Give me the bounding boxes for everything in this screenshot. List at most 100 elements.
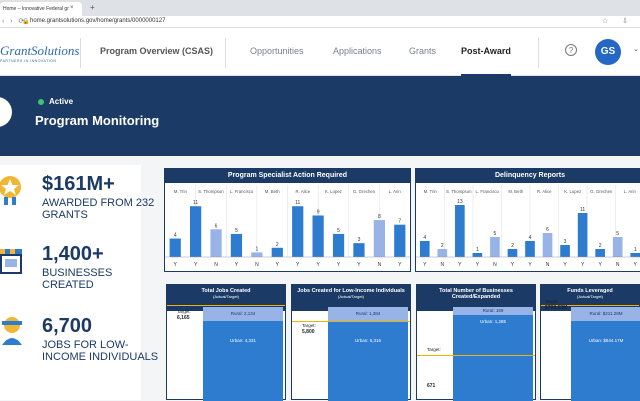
nav-grants[interactable]: Grants — [409, 46, 437, 56]
browser-nav-icons[interactable]: ‹ › ⟳ — [2, 18, 27, 25]
category-label: L. Arin — [624, 189, 637, 194]
flag-label: Y — [398, 262, 402, 268]
status-dot-icon — [38, 99, 44, 105]
flag-label: Y — [598, 262, 602, 268]
flag-label: Y — [634, 262, 638, 268]
bar[interactable] — [612, 237, 623, 257]
bar[interactable] — [507, 249, 518, 257]
divider — [80, 38, 81, 68]
chart-delinquency: Delinquency Reports M. Trin S. Thompson L.… — [415, 168, 640, 272]
category-label: M. Beth — [265, 189, 280, 194]
bar-value-label: 3 — [358, 237, 361, 243]
mini-subtitle: (Actual/Target) — [576, 294, 603, 299]
flag-label: Y — [174, 262, 178, 268]
bar[interactable] — [190, 206, 202, 257]
flag-label: Y — [563, 262, 567, 268]
category-label: L. Francisco — [230, 189, 254, 194]
worker-icon — [2, 317, 22, 345]
flag-label: Y — [194, 262, 198, 268]
flag-label: Y — [476, 262, 480, 268]
bar-value-label: 11 — [580, 207, 585, 213]
flag-label: Y — [511, 262, 515, 268]
bar[interactable] — [210, 229, 222, 257]
category-label: R. Alice — [296, 189, 311, 194]
urban-bar: Urban: $844.17M — [571, 321, 640, 401]
mini-title: Jobs Created for Low-Income Individuals — [297, 288, 405, 294]
url-field[interactable]: home.grantsolutions.gov/home/grants/0000… — [30, 18, 166, 24]
lock-icon: 🔒 — [22, 19, 30, 25]
nav-opportunities[interactable]: Opportunities — [250, 46, 304, 56]
bar[interactable] — [490, 237, 500, 257]
flag-label: N — [440, 262, 444, 268]
flag-label: N — [378, 262, 382, 268]
target-label: Target: — [427, 347, 441, 352]
flag-label: N — [214, 262, 218, 268]
bar-value-label: 2 — [441, 243, 444, 249]
target-line — [417, 355, 535, 356]
bar[interactable] — [271, 247, 283, 257]
bar[interactable] — [419, 241, 430, 257]
browser-tab[interactable]: Home – Innovative Federal gr × — [0, 2, 82, 16]
logo[interactable]: GrantSolutions — [0, 43, 80, 58]
bar[interactable] — [577, 213, 588, 257]
flag-label: N — [255, 262, 259, 268]
status-label: Active — [49, 97, 74, 106]
stat-label-awarded: AWARDED FROM 232 GRANTS — [42, 197, 155, 221]
bar-value-label: 1 — [255, 246, 258, 252]
bar[interactable] — [595, 249, 605, 257]
bar[interactable] — [472, 253, 483, 257]
target-value: 6,165 — [177, 315, 190, 321]
mini-total-jobs: Total Jobs Created (Actual/Target) Rural:… — [166, 284, 286, 401]
bar[interactable] — [169, 238, 181, 257]
bar[interactable] — [630, 253, 640, 257]
flag-label: Y — [581, 262, 585, 268]
award-star-icon — [0, 176, 21, 205]
category-label: G. Grechen — [353, 189, 376, 194]
bookmark-icon[interactable]: ☆ ⇩ — [601, 18, 634, 25]
stat-value-businesses: 1,400+ — [42, 243, 104, 265]
program-overview-title[interactable]: Program Overview (CSAS) — [100, 46, 214, 56]
bar[interactable] — [292, 206, 304, 257]
bar-value-label: 3 — [564, 239, 567, 245]
target-line — [541, 305, 639, 306]
bar[interactable] — [455, 205, 465, 257]
logo-tagline: PARTNERS IN INNOVATION — [0, 59, 57, 63]
target-line — [292, 321, 410, 322]
nav-applications[interactable]: Applications — [333, 46, 382, 56]
tab-title: Home – Innovative Federal gr — [3, 6, 69, 12]
bar[interactable] — [251, 252, 263, 257]
bar[interactable] — [394, 224, 406, 257]
bar[interactable] — [542, 233, 553, 257]
category-label: M. Trin — [424, 189, 438, 194]
nav-post-award[interactable]: Post-Award — [461, 46, 511, 77]
chevron-down-icon[interactable]: ⌄ — [633, 46, 639, 53]
close-icon[interactable]: × — [70, 5, 74, 11]
mini-title: Total Number of Businesses Created/Expan… — [439, 288, 513, 300]
chart-action-required-svg: M. Trin S. Thompson L. Francisco M. Beth R. … — [165, 185, 410, 268]
help-icon[interactable]: ? — [565, 44, 577, 56]
bar[interactable] — [373, 220, 385, 257]
mini-businesses: Total Number of Businesses Created/Expan… — [416, 284, 536, 401]
bar[interactable] — [332, 233, 345, 257]
stats-card: $161M+ AWARDED FROM 232 GRANTS 1,400+ BU… — [0, 165, 158, 400]
flag-label: Y — [337, 262, 341, 268]
flag-label: Y — [423, 262, 427, 268]
flag-label: Y — [235, 262, 239, 268]
bar[interactable] — [560, 245, 570, 257]
flag-label: Y — [528, 262, 532, 268]
new-tab-icon[interactable]: + — [90, 3, 95, 12]
app-header: GrantSolutions PARTNERS IN INNOVATION Pr… — [0, 28, 640, 77]
bar[interactable] — [437, 249, 448, 257]
bar[interactable] — [353, 243, 365, 257]
bar[interactable] — [230, 233, 243, 257]
bar-value-label: 6 — [546, 227, 549, 233]
category-label: S. Thompson — [446, 189, 472, 194]
mini-title: Funds Leveraged — [567, 288, 613, 294]
bar-value-label: 6 — [215, 223, 218, 229]
program-logo-circle — [0, 97, 12, 127]
avatar[interactable]: GS — [595, 39, 621, 65]
target-label: Target: — [177, 309, 191, 314]
flag-label: N — [493, 262, 497, 268]
bar[interactable] — [525, 241, 535, 257]
bar[interactable] — [312, 215, 324, 257]
